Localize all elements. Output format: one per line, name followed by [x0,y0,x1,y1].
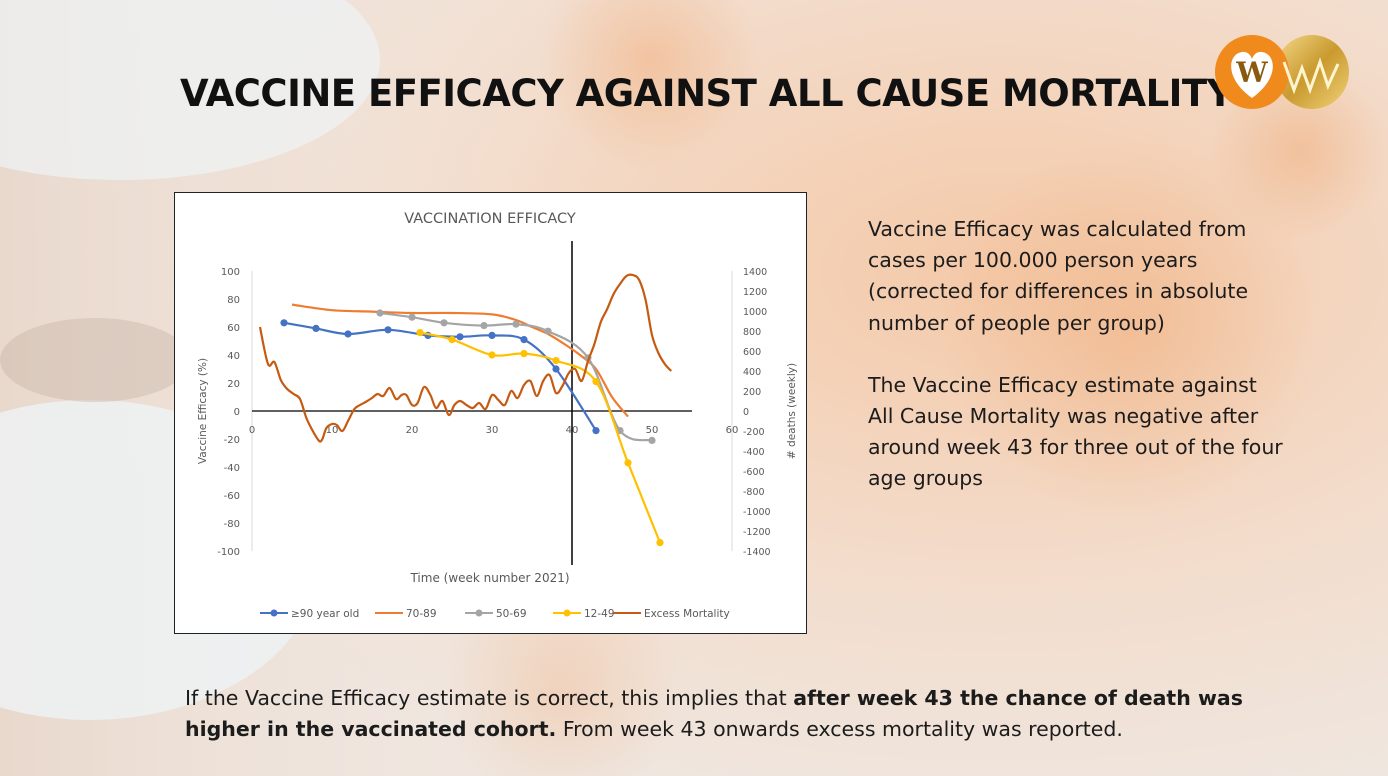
data-point-50-69 [512,320,520,328]
data-point-90-year-old [592,427,600,435]
y-tick-label: -20 [224,435,240,446]
y2-tick-label: -800 [743,487,765,498]
legend-marker [475,609,483,617]
data-point-90-year-old [312,324,320,332]
x-tick-label: 0 [249,425,255,436]
data-point-50-69 [440,319,448,327]
logo-letter: W [1235,56,1268,89]
y-tick-label: -40 [224,463,240,474]
chart-panel: VACCINATION EFFICACY 100 80 60 40 20 0 -20 -40 -6… [174,192,807,634]
legend-label: Excess Mortality [644,608,730,620]
y2-tick-label: -200 [743,427,765,438]
data-point-90-year-old [520,336,528,344]
data-point-12-49 [488,351,496,359]
y-tick-label: 100 [221,267,240,278]
y2-tick-label: 600 [743,347,761,358]
series-line-12-49 [419,331,662,544]
data-point-50-69 [376,309,384,317]
data-point-50-69 [544,327,552,335]
legend-label: 70-89 [406,608,437,620]
y-tick-label: 60 [227,323,240,334]
y2-tick-label: -1000 [743,507,771,518]
data-point-90-year-old [344,330,352,338]
vaccination-efficacy-chart: VACCINATION EFFICACY100806040200-20-40-6… [197,211,798,620]
series-line-90-year-old [283,321,597,432]
x-tick-label: 50 [646,425,659,436]
x-tick-label: 20 [406,425,419,436]
data-point-90-year-old [488,331,496,339]
y2-axis-title: # deaths (weekly) [786,363,798,459]
explanation-paragraph-1: Vaccine Efficacy was calculated from cas… [868,217,1249,335]
data-point-12-49 [448,336,456,344]
y-tick-label: -100 [217,547,240,558]
data-point-50-69 [408,313,416,321]
data-point-12-49 [656,539,664,547]
data-point-90-year-old [456,333,464,341]
legend-marker [270,609,278,617]
x-tick-label: 60 [726,425,739,436]
series-line-70-89 [291,303,629,418]
legend-marker [563,609,571,617]
data-point-50-69 [648,436,656,444]
data-point-12-49 [624,459,632,467]
chart-title: VACCINATION EFFICACY [404,211,576,227]
y2-tick-label: 800 [743,327,761,338]
legend-label: ≥90 year old [291,608,359,620]
y-tick-label: 0 [234,407,240,418]
y2-tick-label: 200 [743,387,761,398]
data-point-90-year-old [280,319,288,327]
y2-tick-label: 0 [743,407,749,418]
data-point-12-49 [520,350,528,358]
conclusion-bold: after week 43 the chance of death was hi… [185,686,1243,741]
y2-tick-label: -400 [743,447,765,458]
y2-tick-label: 1200 [743,287,767,298]
y-tick-label: 20 [227,379,240,390]
legend-label: 50-69 [496,608,527,620]
y2-tick-label: -600 [743,467,765,478]
legend-label: 12-49 [584,608,615,620]
y-axis-title: Vaccine Efficacy (%) [197,358,209,464]
y2-tick-label: -1400 [743,547,771,558]
y2-tick-label: 1000 [743,307,767,318]
x-tick-label: 10 [326,425,339,436]
conclusion-text: If the Vaccine Efficacy estimate is corr… [185,683,1245,745]
data-point-12-49 [416,329,424,337]
y2-tick-label: -1200 [743,527,771,538]
explanation-text: Vaccine Efficacy was calculated from cas… [868,214,1288,526]
y-tick-label: -80 [224,519,240,530]
y-tick-label: 80 [227,295,240,306]
series-line-excess-mortality [258,273,673,443]
conclusion-part-2: From week 43 onwards excess mortality wa… [556,717,1123,741]
y-tick-label: -60 [224,491,240,502]
y2-tick-label: 400 [743,367,761,378]
y2-tick-label: 1400 [743,267,767,278]
explanation-paragraph-2: The Vaccine Efficacy estimate against Al… [868,372,1283,491]
data-point-50-69 [480,322,488,330]
x-axis-title: Time (week number 2021) [409,571,569,585]
data-point-12-49 [552,357,560,365]
data-point-90-year-old [384,326,392,334]
data-point-12-49 [592,378,600,386]
y-tick-label: 40 [227,351,240,362]
logo: W [1215,35,1349,109]
x-tick-label: 30 [486,425,499,436]
conclusion-part-1: If the Vaccine Efficacy estimate is corr… [185,686,794,710]
data-point-90-year-old [552,365,560,373]
slide-title: VACCINE EFFICACY AGAINST ALL CAUSE MORTA… [180,72,1233,115]
